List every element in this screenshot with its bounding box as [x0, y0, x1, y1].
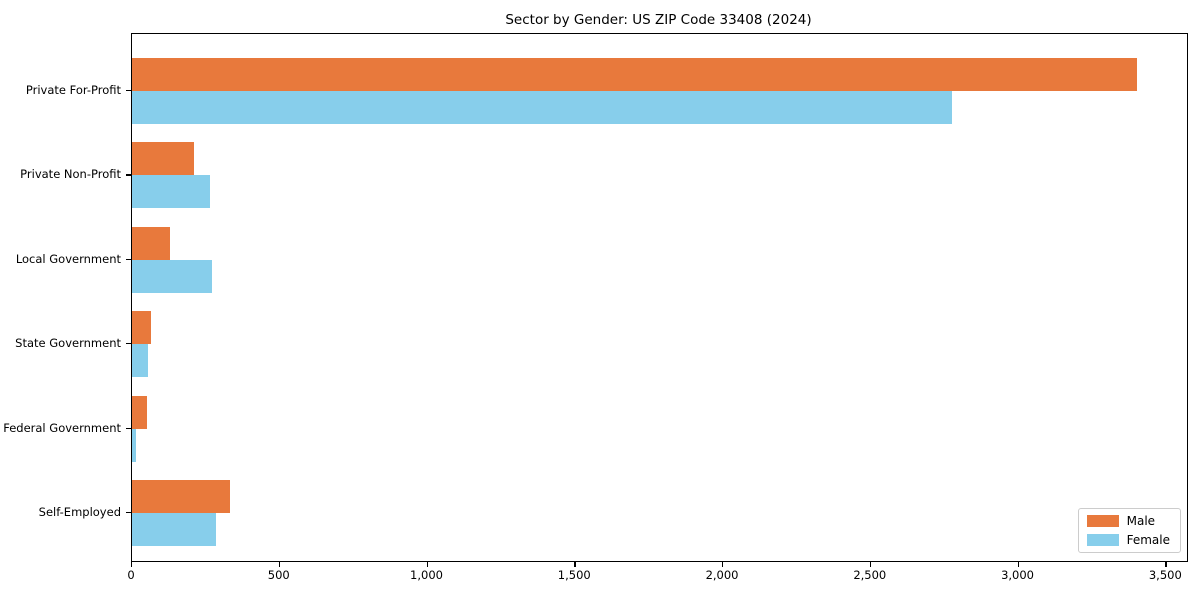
y-tick-mark: [126, 258, 131, 261]
y-tick-mark: [126, 174, 131, 176]
bar-male: [132, 58, 1137, 91]
bar-female: [132, 344, 149, 378]
y-tick-label: Federal Government: [3, 420, 121, 435]
legend-label-male: Male: [1126, 514, 1156, 528]
legend-item-female: Female: [1086, 533, 1170, 547]
bar-male: [132, 480, 230, 513]
x-tick-label: 3,000: [1001, 568, 1035, 582]
x-tick-label: 3,500: [1148, 568, 1182, 582]
bar-female: [132, 91, 953, 124]
x-tick-mark: [278, 561, 281, 567]
bar-female: [132, 513, 217, 546]
x-tick-mark: [869, 561, 872, 567]
x-tick-label: 1,000: [410, 568, 443, 582]
x-tick-mark: [574, 561, 576, 567]
x-tick-mark: [426, 561, 428, 567]
y-tick-label: Private For-Profit: [25, 83, 121, 97]
x-tick-label: 0: [127, 568, 135, 582]
bar-male: [132, 395, 147, 429]
legend-swatch-female: [1086, 534, 1119, 546]
y-tick-label: Local Government: [15, 251, 121, 266]
legend-item-male: Male: [1086, 514, 1170, 528]
y-tick-label: Private Non-Profit: [20, 167, 121, 182]
bar-male: [132, 311, 152, 345]
x-tick-mark: [1165, 561, 1167, 567]
y-tick-label: State Government: [15, 336, 121, 351]
y-tick-mark: [126, 427, 131, 429]
x-tick-label: 2,000: [705, 568, 739, 582]
bar-male: [132, 142, 195, 176]
x-tick-mark: [131, 561, 133, 567]
y-tick-label: Self-Employed: [38, 505, 121, 519]
y-tick-mark: [126, 512, 131, 514]
legend: Male Female: [1077, 508, 1181, 553]
y-tick-mark: [126, 90, 131, 92]
plot-area: Male Female: [131, 33, 1188, 562]
legend-swatch-male: [1086, 515, 1119, 527]
x-tick-label: 500: [267, 568, 290, 582]
x-tick-label: 2,500: [853, 568, 887, 582]
bar-female: [132, 175, 211, 209]
bar-male: [132, 226, 171, 260]
chart-title: Sector by Gender: US ZIP Code 33408 (202…: [505, 12, 812, 28]
x-tick-label: 1,500: [557, 568, 591, 582]
y-tick-mark: [126, 343, 131, 345]
legend-label-female: Female: [1126, 533, 1170, 547]
x-tick-mark: [722, 561, 724, 567]
bar-female: [132, 428, 137, 462]
bar-female: [132, 259, 212, 293]
x-tick-mark: [1017, 561, 1019, 567]
